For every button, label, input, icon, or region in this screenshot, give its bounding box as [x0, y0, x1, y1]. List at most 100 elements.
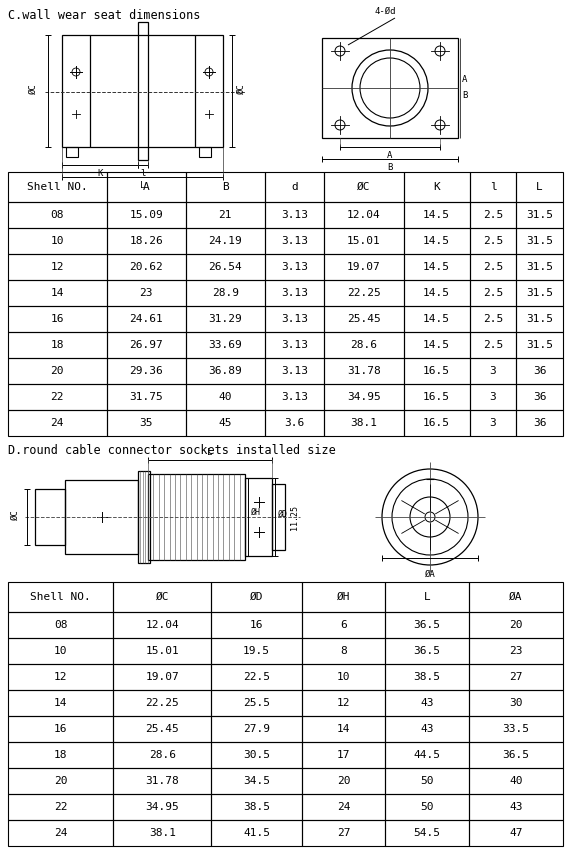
- Text: 25.5: 25.5: [243, 698, 270, 708]
- Text: 3.13: 3.13: [281, 340, 308, 350]
- Text: 38.1: 38.1: [149, 828, 176, 838]
- Bar: [469, 664, 563, 690]
- Text: 12.04: 12.04: [145, 620, 179, 630]
- Bar: [516, 358, 563, 384]
- Text: 26.97: 26.97: [129, 340, 163, 350]
- Bar: [264, 280, 324, 306]
- Text: 3: 3: [490, 366, 496, 376]
- Bar: [8, 358, 107, 384]
- Bar: [8, 612, 113, 638]
- Bar: [186, 306, 264, 332]
- Bar: [107, 358, 186, 384]
- Bar: [404, 202, 470, 228]
- Text: 08: 08: [51, 210, 64, 220]
- Bar: [516, 332, 563, 358]
- Text: 24: 24: [54, 828, 67, 838]
- Text: 11.25: 11.25: [290, 505, 299, 530]
- Bar: [264, 172, 324, 202]
- Bar: [186, 280, 264, 306]
- Bar: [302, 742, 385, 768]
- Bar: [264, 228, 324, 254]
- Text: 3.13: 3.13: [281, 210, 308, 220]
- Text: 3.13: 3.13: [281, 392, 308, 402]
- Bar: [186, 228, 264, 254]
- Text: 31.5: 31.5: [526, 314, 553, 324]
- Bar: [302, 820, 385, 846]
- Text: 28.9: 28.9: [211, 288, 239, 298]
- Text: 31.5: 31.5: [526, 210, 553, 220]
- Text: 31.78: 31.78: [347, 366, 381, 376]
- Bar: [245, 478, 272, 556]
- Bar: [186, 332, 264, 358]
- Bar: [385, 794, 469, 820]
- Bar: [113, 690, 211, 716]
- Text: 33.5: 33.5: [502, 724, 530, 734]
- Text: d: d: [291, 182, 298, 192]
- Bar: [8, 638, 113, 664]
- Bar: [264, 254, 324, 280]
- Bar: [107, 202, 186, 228]
- Bar: [211, 820, 302, 846]
- Text: 20.62: 20.62: [129, 262, 163, 272]
- Text: B: B: [222, 182, 229, 192]
- Bar: [324, 202, 404, 228]
- Bar: [385, 768, 469, 794]
- Text: 36.5: 36.5: [502, 750, 530, 760]
- Text: L: L: [207, 448, 213, 457]
- Text: Shell NO.: Shell NO.: [27, 182, 88, 192]
- Text: 28.6: 28.6: [351, 340, 377, 350]
- Text: 36.89: 36.89: [208, 366, 242, 376]
- Text: 24: 24: [51, 418, 64, 428]
- Text: 40: 40: [218, 392, 232, 402]
- Text: 16.5: 16.5: [423, 418, 450, 428]
- Text: 31.5: 31.5: [526, 340, 553, 350]
- Bar: [385, 638, 469, 664]
- Bar: [62, 35, 90, 147]
- Bar: [195, 35, 223, 147]
- Bar: [8, 820, 113, 846]
- Text: 28.6: 28.6: [149, 750, 176, 760]
- Text: 27: 27: [337, 828, 351, 838]
- Text: l: l: [140, 169, 146, 178]
- Bar: [107, 306, 186, 332]
- Text: 43: 43: [509, 802, 523, 812]
- Bar: [302, 794, 385, 820]
- Bar: [404, 410, 470, 436]
- Bar: [8, 332, 107, 358]
- Bar: [8, 280, 107, 306]
- Bar: [211, 582, 302, 612]
- Text: ØC: ØC: [11, 510, 20, 520]
- Bar: [113, 664, 211, 690]
- Text: B: B: [387, 163, 393, 172]
- Bar: [324, 410, 404, 436]
- Bar: [8, 254, 107, 280]
- Text: 4-Ød: 4-Ød: [374, 7, 396, 16]
- Bar: [8, 384, 107, 410]
- Bar: [186, 254, 264, 280]
- Bar: [264, 306, 324, 332]
- Bar: [148, 474, 245, 560]
- Bar: [186, 410, 264, 436]
- Text: 2.5: 2.5: [483, 288, 503, 298]
- Bar: [113, 716, 211, 742]
- Bar: [302, 768, 385, 794]
- Text: 14: 14: [51, 288, 64, 298]
- Bar: [264, 384, 324, 410]
- Bar: [324, 384, 404, 410]
- Text: 15.01: 15.01: [347, 236, 381, 246]
- Text: 3.13: 3.13: [281, 236, 308, 246]
- Text: 30.5: 30.5: [243, 750, 270, 760]
- Bar: [211, 612, 302, 638]
- Text: ØC: ØC: [156, 592, 169, 602]
- Text: ØH: ØH: [251, 507, 261, 517]
- Bar: [324, 358, 404, 384]
- Bar: [186, 172, 264, 202]
- Text: K: K: [97, 169, 103, 178]
- Text: 14.5: 14.5: [423, 210, 450, 220]
- Text: 18: 18: [51, 340, 64, 350]
- Text: ØA: ØA: [509, 592, 523, 602]
- Bar: [385, 582, 469, 612]
- Bar: [302, 690, 385, 716]
- Text: 16: 16: [54, 724, 67, 734]
- Text: 2.5: 2.5: [483, 210, 503, 220]
